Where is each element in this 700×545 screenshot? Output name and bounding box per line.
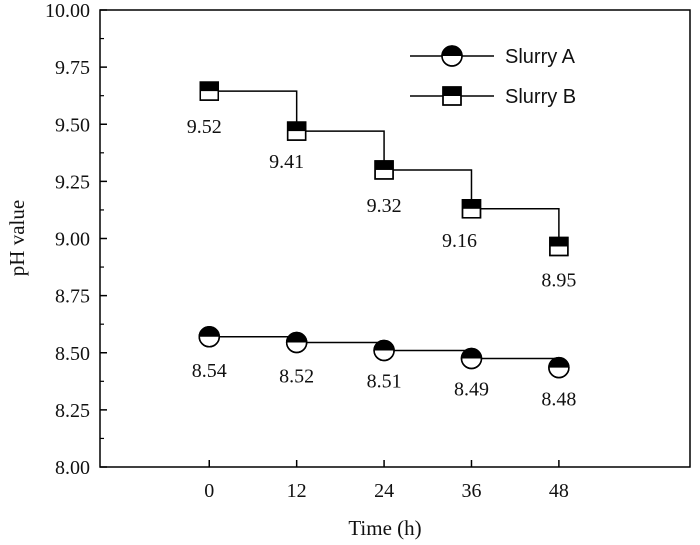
- data-point: [549, 236, 569, 257]
- y-tick-label: 8.25: [55, 400, 90, 422]
- y-tick-label: 9.75: [55, 57, 90, 79]
- data-label: 8.49: [454, 378, 489, 400]
- data-point: [199, 81, 220, 101]
- legend-marker: [441, 45, 463, 67]
- series-lines: [209, 90, 560, 368]
- x-tick-label: 36: [461, 480, 481, 502]
- data-point: [285, 331, 308, 354]
- data-label: 8.52: [279, 365, 314, 387]
- data-point: [460, 347, 483, 370]
- legend-label: Slurry B: [505, 86, 576, 108]
- y-axis-label: pH value: [5, 200, 29, 276]
- data-point: [548, 356, 570, 379]
- data-label: 8.51: [367, 370, 402, 392]
- data-label: 9.32: [367, 195, 402, 217]
- x-tick-label: 0: [204, 480, 214, 502]
- legend-marker: [442, 86, 462, 106]
- data-label: 8.95: [541, 269, 576, 291]
- x-tick-label: 12: [287, 480, 307, 502]
- x-tick-label: 24: [374, 480, 394, 502]
- axes: [99, 9, 691, 468]
- y-tick-label: 8.50: [55, 343, 90, 365]
- data-point: [286, 121, 307, 141]
- data-label: 8.48: [541, 389, 576, 411]
- x-axis-label: Time (h): [348, 516, 421, 540]
- y-tick-label: 9.50: [55, 114, 90, 136]
- data-label: 9.16: [442, 230, 477, 252]
- legend-item-slurry-b: Slurry B: [410, 86, 576, 108]
- data-labels: 8.54 8.52 8.51 8.49 8.48 9.52 9.41 9.32 9.16 8.95: [187, 116, 577, 410]
- y-tick-label: 9.25: [55, 171, 90, 193]
- y-axis-ticks: 8.00 8.25 8.50 8.75 9.00 9.25 9.50 9.75 10.00: [45, 0, 107, 479]
- data-point: [461, 199, 482, 219]
- data-point: [374, 160, 394, 180]
- legend-label: Slurry A: [505, 46, 576, 68]
- series-markers: [198, 81, 570, 379]
- plot-frame: [99, 9, 691, 468]
- data-label: 8.54: [192, 360, 227, 382]
- data-point: [198, 326, 221, 348]
- x-tick-label: 48: [549, 480, 569, 502]
- data-point: [373, 339, 395, 362]
- legend: Slurry A Slurry B: [410, 45, 576, 108]
- y-tick-label: 10.00: [45, 0, 90, 22]
- legend-item-slurry-a: Slurry A: [410, 45, 576, 68]
- data-label: 9.52: [187, 116, 222, 138]
- y-tick-label: 8.75: [55, 286, 90, 308]
- x-axis-ticks: 0 12 24 36 48: [204, 460, 569, 502]
- y-tick-label: 9.00: [55, 229, 90, 251]
- y-tick-label: 8.00: [55, 457, 90, 479]
- data-label: 9.41: [269, 151, 304, 173]
